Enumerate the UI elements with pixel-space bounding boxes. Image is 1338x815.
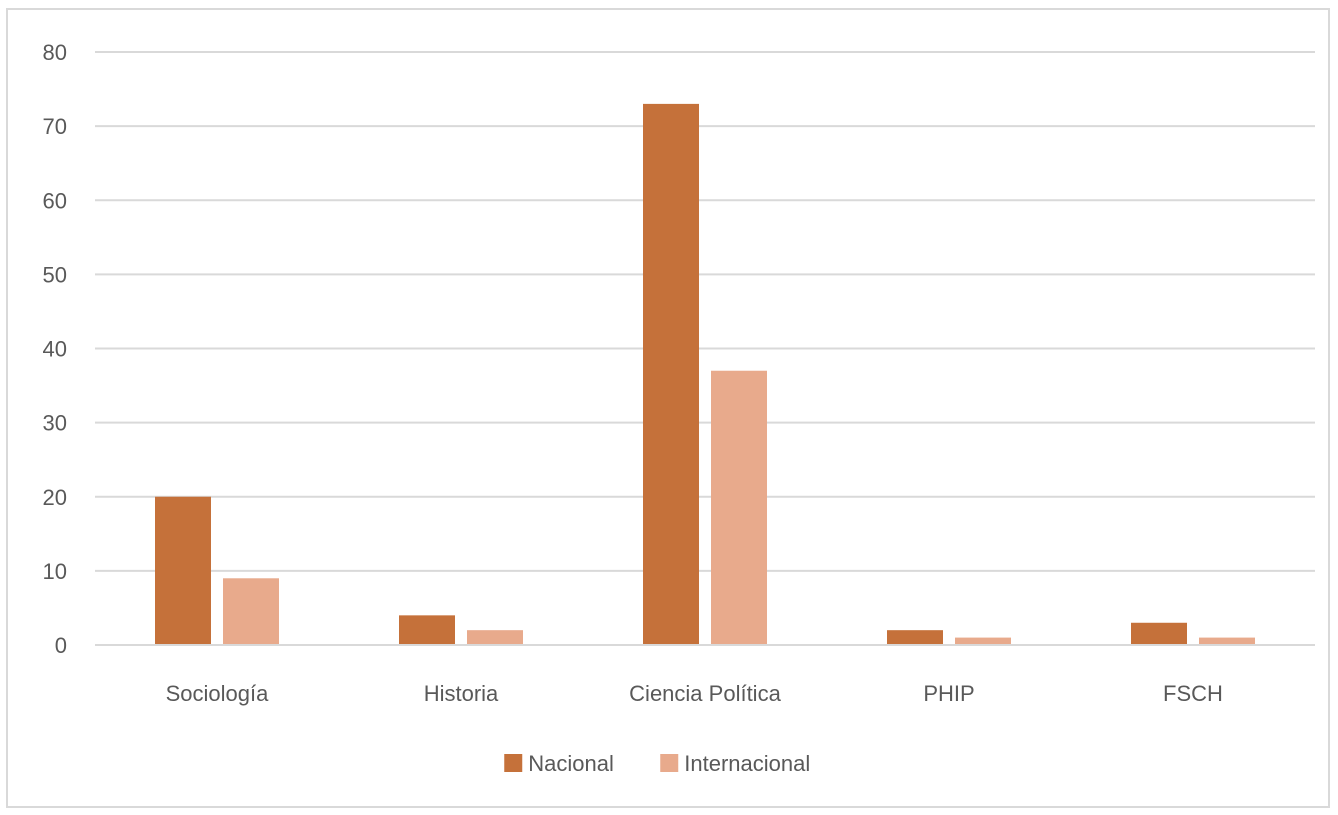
legend: Nacional Internacional [504, 751, 810, 776]
bar-nacional-1 [155, 496, 211, 645]
bar-nacional-2 [399, 615, 455, 645]
category-label: Sociología [166, 681, 270, 706]
y-axis-tick-labels: 0 10 20 30 40 50 60 70 80 [43, 40, 67, 658]
bar-internacional-2 [467, 630, 523, 645]
legend-swatch [504, 754, 523, 772]
bars [155, 103, 1255, 645]
legend-label: Internacional [684, 751, 810, 776]
gridlines [95, 51, 1315, 572]
y-tick-label: 0 [55, 633, 67, 658]
category-label: FSCH [1163, 681, 1223, 706]
bar-internacional-1 [223, 578, 279, 645]
bar-internacional-5 [1199, 637, 1255, 645]
category-label: Historia [424, 681, 499, 706]
y-tick-label: 40 [43, 337, 67, 362]
bar-nacional-5 [1131, 622, 1187, 645]
bar-internacional-4 [955, 637, 1011, 645]
bar-internacional-3 [711, 370, 767, 645]
y-tick-label: 70 [43, 114, 67, 139]
legend-label: Nacional [528, 751, 614, 776]
y-tick-label: 20 [43, 485, 67, 510]
y-tick-label: 30 [43, 411, 67, 436]
category-label: Ciencia Política [629, 681, 781, 706]
category-label: PHIP [923, 681, 974, 706]
y-tick-label: 60 [43, 188, 67, 213]
y-tick-label: 50 [43, 262, 67, 287]
x-axis-category-labels: Sociología Historia Ciencia Política PHIP FS… [166, 681, 1223, 706]
bar-nacional-4 [887, 630, 943, 645]
legend-swatch [660, 754, 679, 772]
bar-nacional-3 [643, 103, 699, 645]
legend-item-internacional: Internacional [660, 751, 810, 776]
y-tick-label: 10 [43, 559, 67, 584]
y-tick-label: 80 [43, 40, 67, 65]
legend-item-nacional: Nacional [504, 751, 614, 776]
